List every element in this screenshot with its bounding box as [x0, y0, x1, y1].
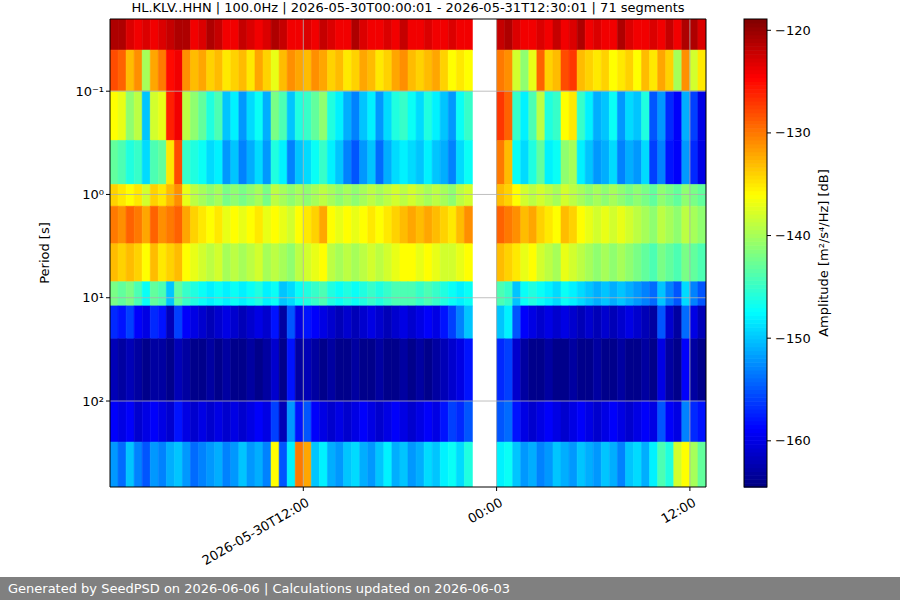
svg-text:−120: −120: [775, 23, 811, 38]
svg-text:−150: −150: [775, 331, 811, 346]
html-text:HL.KLV..HHN | 100.0Hz | 2026-0: HL.KLV..HHN | 100.0Hz | 2026-05-30T00:00…: [131, 0, 685, 15]
svg-text:Period [s]: Period [s]: [37, 222, 52, 284]
svg-text:10⁻¹: 10⁻¹: [75, 84, 104, 99]
svg-text:Amplitude [m²/s⁴/Hz] [dB]: Amplitude [m²/s⁴/Hz] [dB]: [816, 169, 831, 337]
svg-text:00:00: 00:00: [465, 495, 505, 527]
svg-text:10⁰: 10⁰: [82, 187, 104, 202]
html-text:Generated by SeedPSD on 2026-0: Generated by SeedPSD on 2026-06-06 | Cal…: [8, 581, 510, 596]
svg-text:−130: −130: [775, 125, 811, 140]
svg-text:10¹: 10¹: [82, 290, 104, 305]
svg-text:−140: −140: [775, 228, 811, 243]
svg-text:12:00: 12:00: [658, 495, 698, 527]
svg-text:−160: −160: [775, 433, 811, 448]
svg-text:2026-05-30T12:00: 2026-05-30T12:00: [200, 495, 312, 568]
svg-text:10²: 10²: [82, 394, 104, 409]
